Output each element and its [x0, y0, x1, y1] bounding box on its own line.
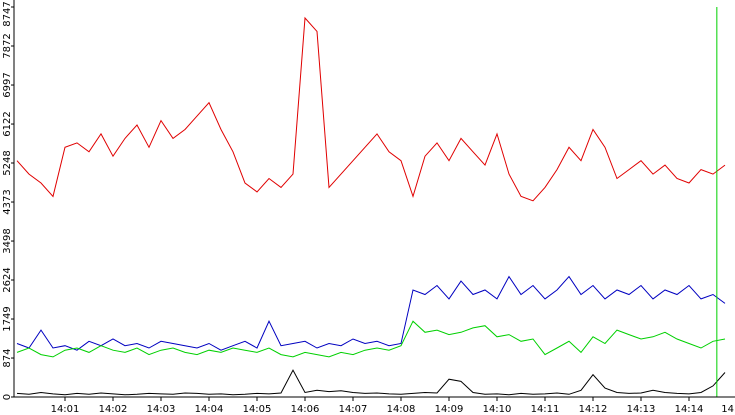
series-line	[16, 16, 726, 202]
x-tick-label: 14:09	[435, 404, 464, 415]
y-tick-label: 5248	[2, 150, 13, 175]
y-tick-label: 6997	[2, 72, 13, 97]
y-tick-label: 874	[2, 348, 13, 367]
y-tick-label: 4373	[2, 189, 13, 214]
y-tick-label: 1749	[2, 306, 13, 331]
y-tick-label: 6122	[2, 111, 13, 136]
x-tick-label: 14:01	[51, 404, 80, 415]
x-tick-label: 14:07	[339, 404, 368, 415]
x-tick-label: 14:08	[387, 404, 416, 415]
x-tick-label: 14:12	[579, 404, 608, 415]
x-tick-label: 14:06	[291, 404, 320, 415]
series-line	[16, 369, 726, 396]
x-tick-label: 14	[721, 404, 734, 415]
y-tick-label: 8747	[2, 1, 13, 26]
x-tick-label: 14:10	[483, 404, 512, 415]
y-tick-label: 7872	[2, 33, 13, 58]
series-line	[16, 275, 726, 351]
series-line	[16, 320, 726, 358]
y-tick-label: 2624	[2, 267, 13, 292]
x-tick-label: 14:03	[147, 404, 176, 415]
x-tick-label: 14:02	[99, 404, 128, 415]
y-tick-label: 3498	[2, 228, 13, 253]
x-tick-label: 14:05	[243, 404, 272, 415]
y-tick-label: 0	[2, 394, 13, 400]
x-tick-label: 14:11	[531, 404, 560, 415]
x-tick-label: 14:13	[627, 404, 656, 415]
x-tick-label: 14:04	[195, 404, 224, 415]
x-tick-label: 14:14	[675, 404, 704, 415]
